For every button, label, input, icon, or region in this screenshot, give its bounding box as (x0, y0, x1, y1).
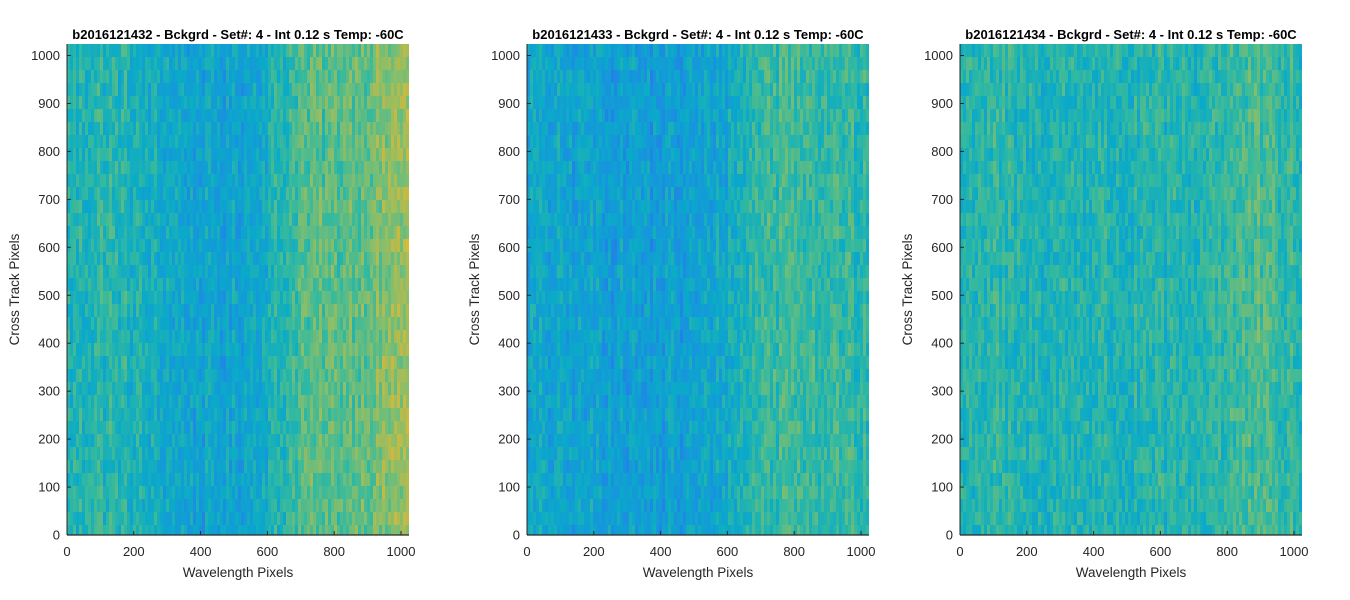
y-tick-label: 600 (38, 240, 60, 255)
x-tick-label: 800 (323, 544, 345, 559)
y-tick-label: 300 (498, 384, 520, 399)
y-tick-label: 900 (931, 96, 953, 111)
x-tick-label: 800 (1216, 544, 1238, 559)
y-tick-label: 800 (38, 144, 60, 159)
y-tick-label: 200 (498, 432, 520, 447)
y-tick-label: 100 (498, 480, 520, 495)
x-tick-label: 1000 (387, 544, 416, 559)
x-tick-label: 1000 (1280, 544, 1309, 559)
y-tick-label: 200 (38, 432, 60, 447)
x-tick-label: 1000 (847, 544, 876, 559)
y-tick-label: 800 (498, 144, 520, 159)
x-tick-label: 0 (63, 544, 70, 559)
y-tick-label: 500 (38, 288, 60, 303)
y-axis-label: Cross Track Pixels (7, 233, 22, 345)
y-tick-label: 500 (931, 288, 953, 303)
y-tick-label: 700 (931, 192, 953, 207)
chart-panel-3: 0 200 400 600 800 1000 0 100 200 300 400 500 600 700 8… (900, 27, 1308, 580)
heatmap-image (960, 44, 1302, 535)
y-tick-label: 500 (498, 288, 520, 303)
y-tick-label: 900 (498, 96, 520, 111)
x-tick-label: 600 (257, 544, 279, 559)
y-tick-label: 0 (513, 528, 520, 543)
chart-title: b2016121432 - Bckgrd - Set#: 4 - Int 0.1… (72, 27, 404, 42)
y-axis-label: Cross Track Pixels (900, 233, 915, 345)
y-tick-label: 300 (931, 384, 953, 399)
heatmap-image (527, 44, 869, 535)
x-tick-label: 600 (1150, 544, 1172, 559)
y-tick-label: 400 (38, 336, 60, 351)
y-tick-label: 100 (931, 480, 953, 495)
y-tick-label: 300 (38, 384, 60, 399)
y-tick-label: 0 (946, 528, 953, 543)
x-tick-label: 400 (1083, 544, 1105, 559)
x-tick-label: 0 (956, 544, 963, 559)
chart-title: b2016121433 - Bckgrd - Set#: 4 - Int 0.1… (532, 27, 864, 42)
y-tick-label: 600 (498, 240, 520, 255)
y-tick-label: 600 (931, 240, 953, 255)
x-tick-label: 200 (583, 544, 605, 559)
x-tick-label: 800 (783, 544, 805, 559)
chart-panel-1: 0 200 400 600 800 1000 0 100 200 300 400 500 600 700 8… (7, 27, 415, 580)
x-axis-label: Wavelength Pixels (1076, 565, 1187, 580)
y-axis-label: Cross Track Pixels (467, 233, 482, 345)
x-tick-label: 600 (717, 544, 739, 559)
y-tick-label: 800 (931, 144, 953, 159)
y-tick-label: 100 (38, 480, 60, 495)
y-tick-label: 700 (38, 192, 60, 207)
y-tick-label: 400 (931, 336, 953, 351)
y-tick-label: 900 (38, 96, 60, 111)
y-tick-label: 700 (498, 192, 520, 207)
y-tick-label: 1000 (924, 48, 953, 63)
heatmap-image (67, 44, 409, 535)
x-tick-label: 0 (523, 544, 530, 559)
chart-panel-2: 0 200 400 600 800 1000 0 100 200 300 400 500 600 700 8… (467, 27, 875, 580)
x-tick-label: 200 (1016, 544, 1038, 559)
y-tick-label: 200 (931, 432, 953, 447)
x-tick-label: 200 (123, 544, 145, 559)
x-axis-label: Wavelength Pixels (183, 565, 294, 580)
chart-title: b2016121434 - Bckgrd - Set#: 4 - Int 0.1… (965, 27, 1297, 42)
x-axis-label: Wavelength Pixels (643, 565, 754, 580)
x-tick-label: 400 (650, 544, 672, 559)
y-tick-label: 400 (498, 336, 520, 351)
y-tick-label: 1000 (491, 48, 520, 63)
y-tick-label: 1000 (31, 48, 60, 63)
x-tick-label: 400 (190, 544, 212, 559)
y-tick-label: 0 (53, 528, 60, 543)
